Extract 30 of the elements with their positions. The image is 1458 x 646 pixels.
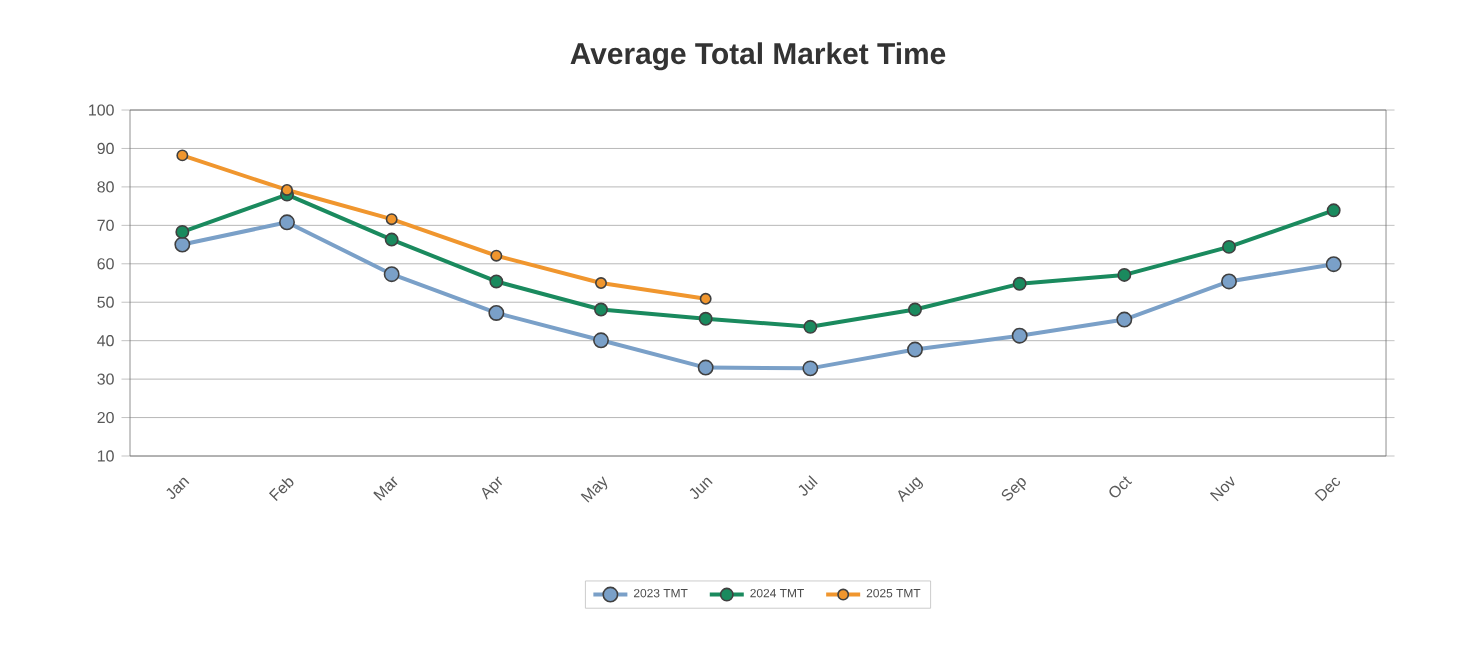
point [908,302,922,317]
point [384,232,399,247]
point [1326,203,1341,218]
point [1325,256,1342,273]
point [281,184,293,196]
point [1011,327,1028,344]
point [803,319,818,334]
point [802,360,819,377]
point [595,277,607,289]
point [488,305,505,321]
point [1222,239,1236,254]
point [697,359,714,376]
point [698,311,713,326]
point [490,249,503,262]
point [699,292,712,305]
point [176,149,189,162]
point [175,224,190,239]
point [174,236,191,253]
point [385,213,398,226]
point [489,274,504,289]
point [594,302,608,317]
point [383,266,400,283]
point [593,332,609,349]
point [907,341,923,358]
chart-title: Average Total Market Time [570,42,946,71]
point [1221,273,1237,290]
point [1116,311,1133,328]
point [1117,267,1132,282]
point [279,214,295,231]
point [1012,276,1027,291]
